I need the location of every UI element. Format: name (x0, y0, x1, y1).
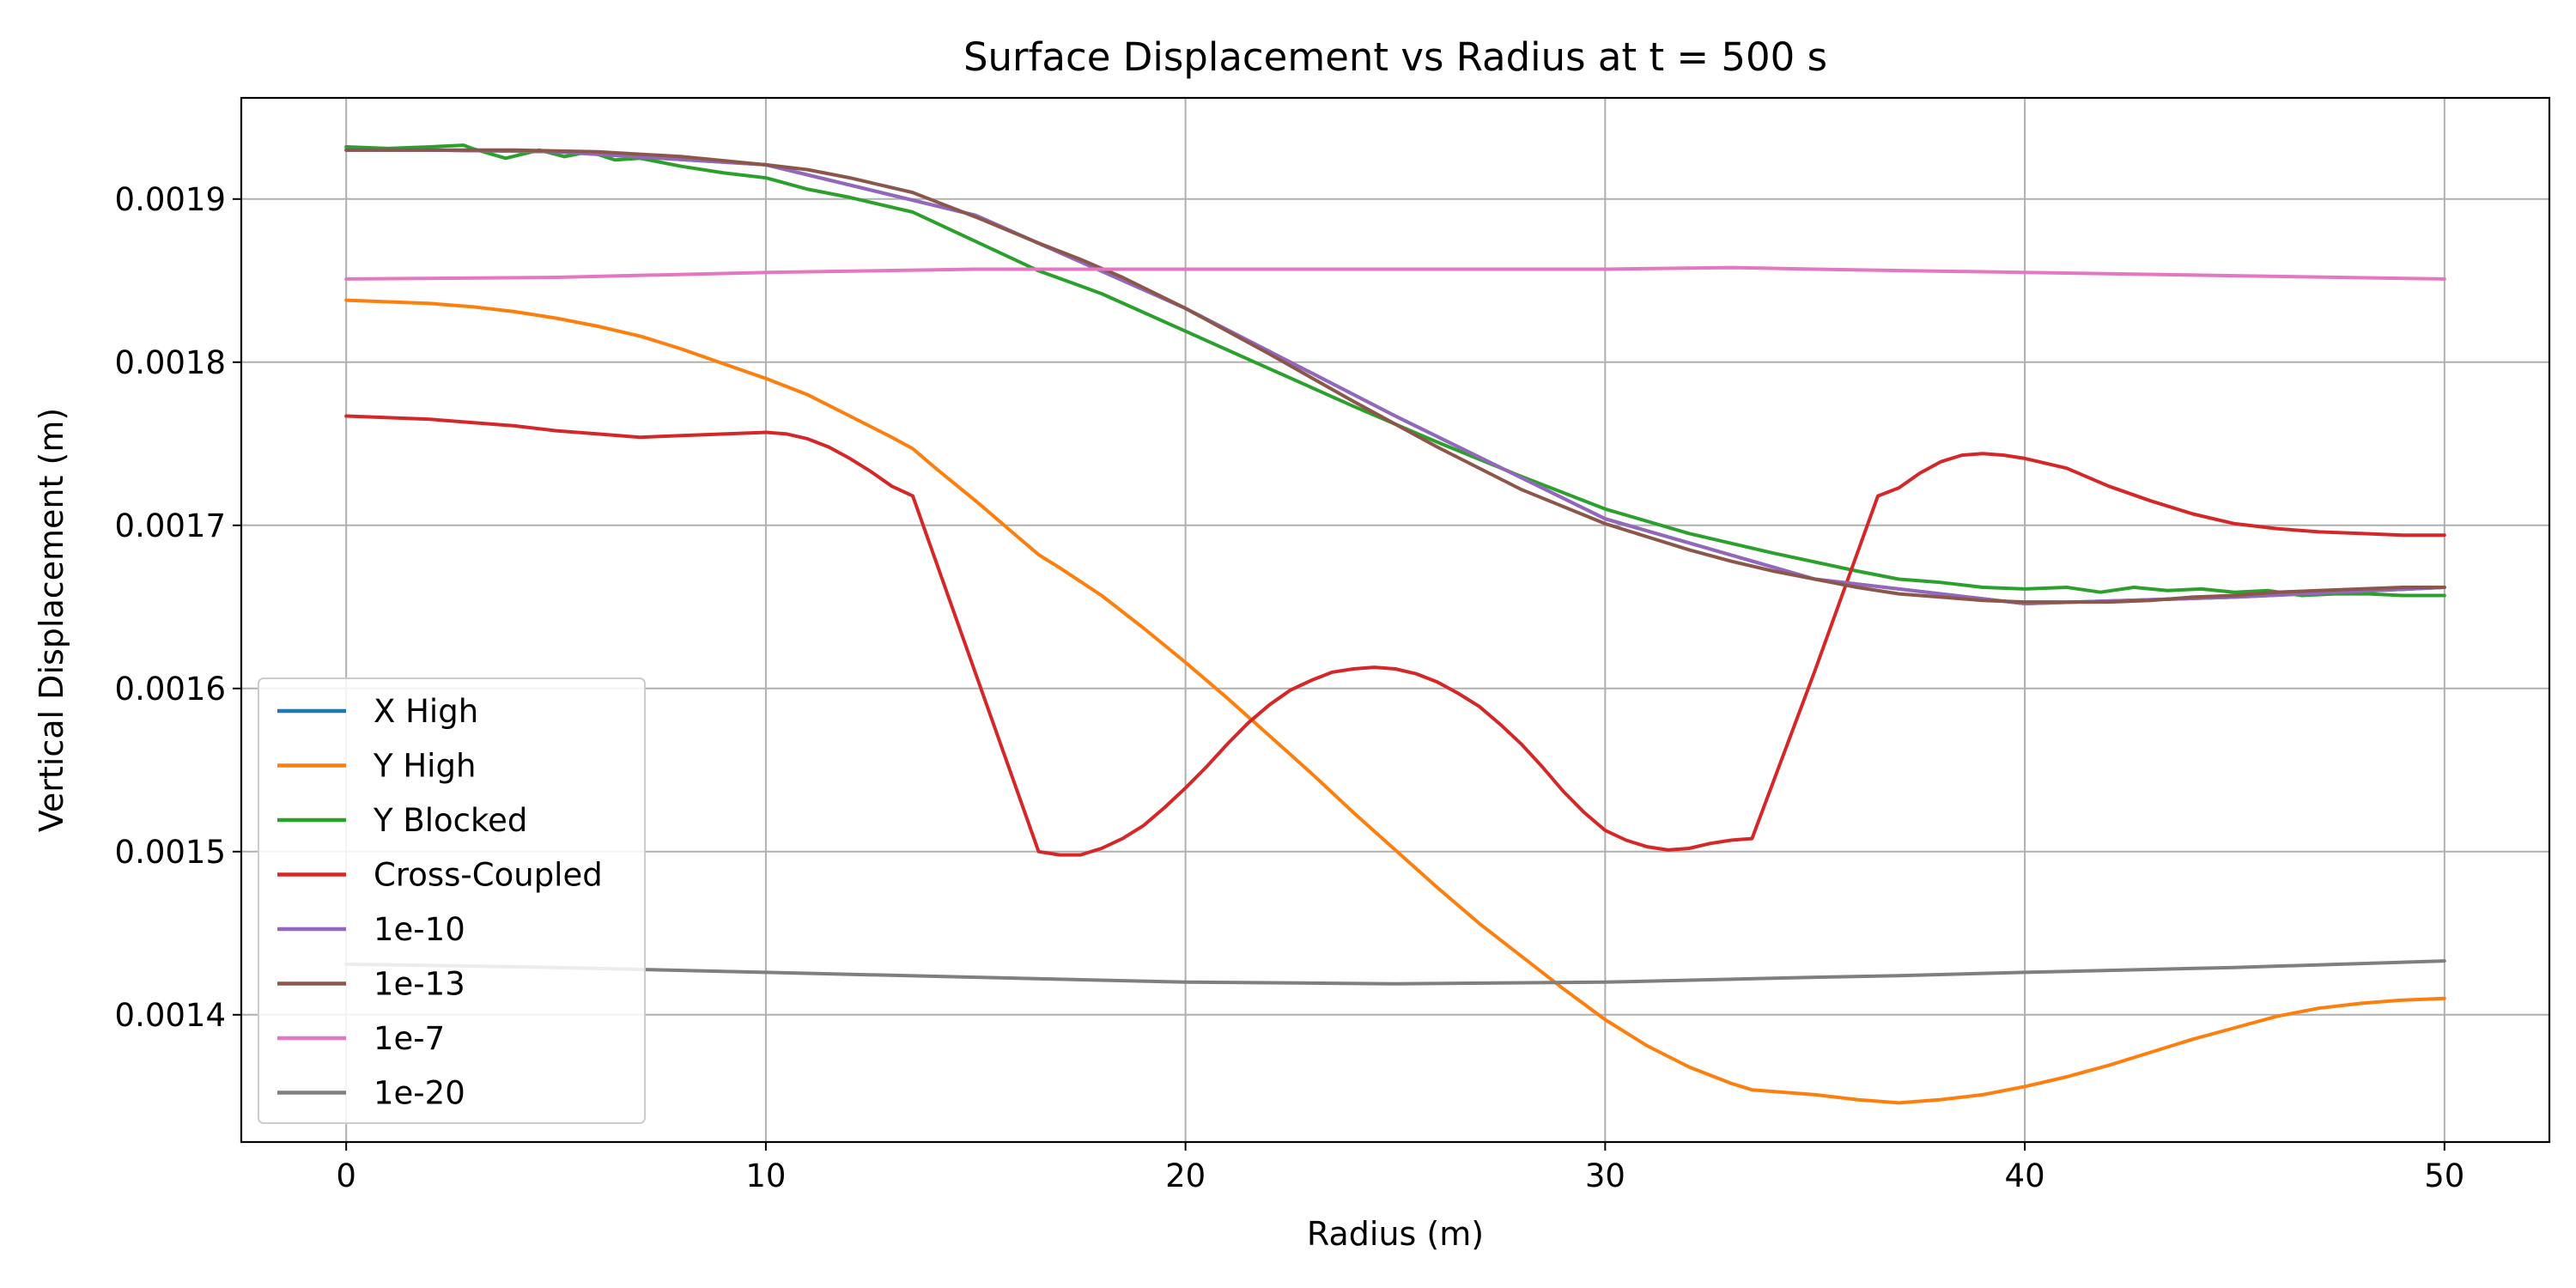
legend-label: X High (374, 693, 478, 730)
series-line-cross-coupled (344, 414, 2446, 857)
legend-label: Y High (373, 748, 476, 785)
chart-title: Surface Displacement vs Radius at t = 50… (963, 34, 1827, 80)
legend-label: 1e-13 (374, 966, 465, 1003)
y-tick-label: 0.0017 (115, 507, 226, 544)
legend: X High Y High Y Blocked Cross-Coupled 1e-10 1… (258, 677, 646, 1124)
series-line-1e-20 (344, 959, 2446, 986)
legend-entry-1e-20: 1e-20 (277, 1075, 465, 1112)
y-tick-label: 0.0014 (115, 997, 226, 1034)
legend-entry-1e-7: 1e-7 (277, 1020, 445, 1057)
x-tick-label: 50 (2424, 1157, 2464, 1194)
series-line-1e-7 (344, 265, 2446, 281)
legend-entry-x-high: X High (277, 693, 478, 730)
series-line-y-high (344, 298, 2446, 1105)
x-tick-label: 0 (336, 1157, 356, 1194)
x-tick-label: 10 (745, 1157, 786, 1194)
y-axis-label: Vertical Displacement (m) (33, 408, 70, 832)
legend-entry-y-high: Y High (277, 748, 476, 785)
x-axis-label: Radius (m) (1307, 1215, 1484, 1253)
axis-ticks: 0 10 20 30 40 50 0.0014 0.0015 0.0016 0.0017 0.001… (115, 181, 2465, 1194)
legend-label: Y Blocked (373, 802, 527, 839)
x-tick-label: 20 (1165, 1157, 1206, 1194)
legend-entry-1e-10: 1e-10 (277, 911, 465, 948)
legend-label: 1e-7 (374, 1020, 445, 1057)
legend-label: 1e-10 (374, 911, 465, 948)
legend-entry-1e-13: 1e-13 (277, 966, 465, 1003)
series-line-1e-13 (344, 148, 2446, 605)
series-lines (344, 143, 2446, 1105)
legend-label: 1e-20 (374, 1075, 465, 1112)
legend-entries: X High Y High Y Blocked Cross-Coupled 1e-10 1… (277, 693, 603, 1112)
y-tick-label: 0.0018 (115, 344, 226, 381)
x-tick-label: 40 (2005, 1157, 2045, 1194)
y-tick-label: 0.0019 (115, 181, 226, 218)
y-tick-label: 0.0016 (115, 671, 226, 708)
legend-label: Cross-Coupled (374, 857, 603, 894)
legend-entry-y-blocked: Y Blocked (277, 802, 527, 839)
x-tick-label: 30 (1585, 1157, 1625, 1194)
legend-entry-cross-coupled: Cross-Coupled (277, 857, 603, 894)
plot-frame (240, 96, 2551, 1144)
y-tick-label: 0.0015 (115, 834, 226, 871)
legend-box (258, 677, 646, 1124)
